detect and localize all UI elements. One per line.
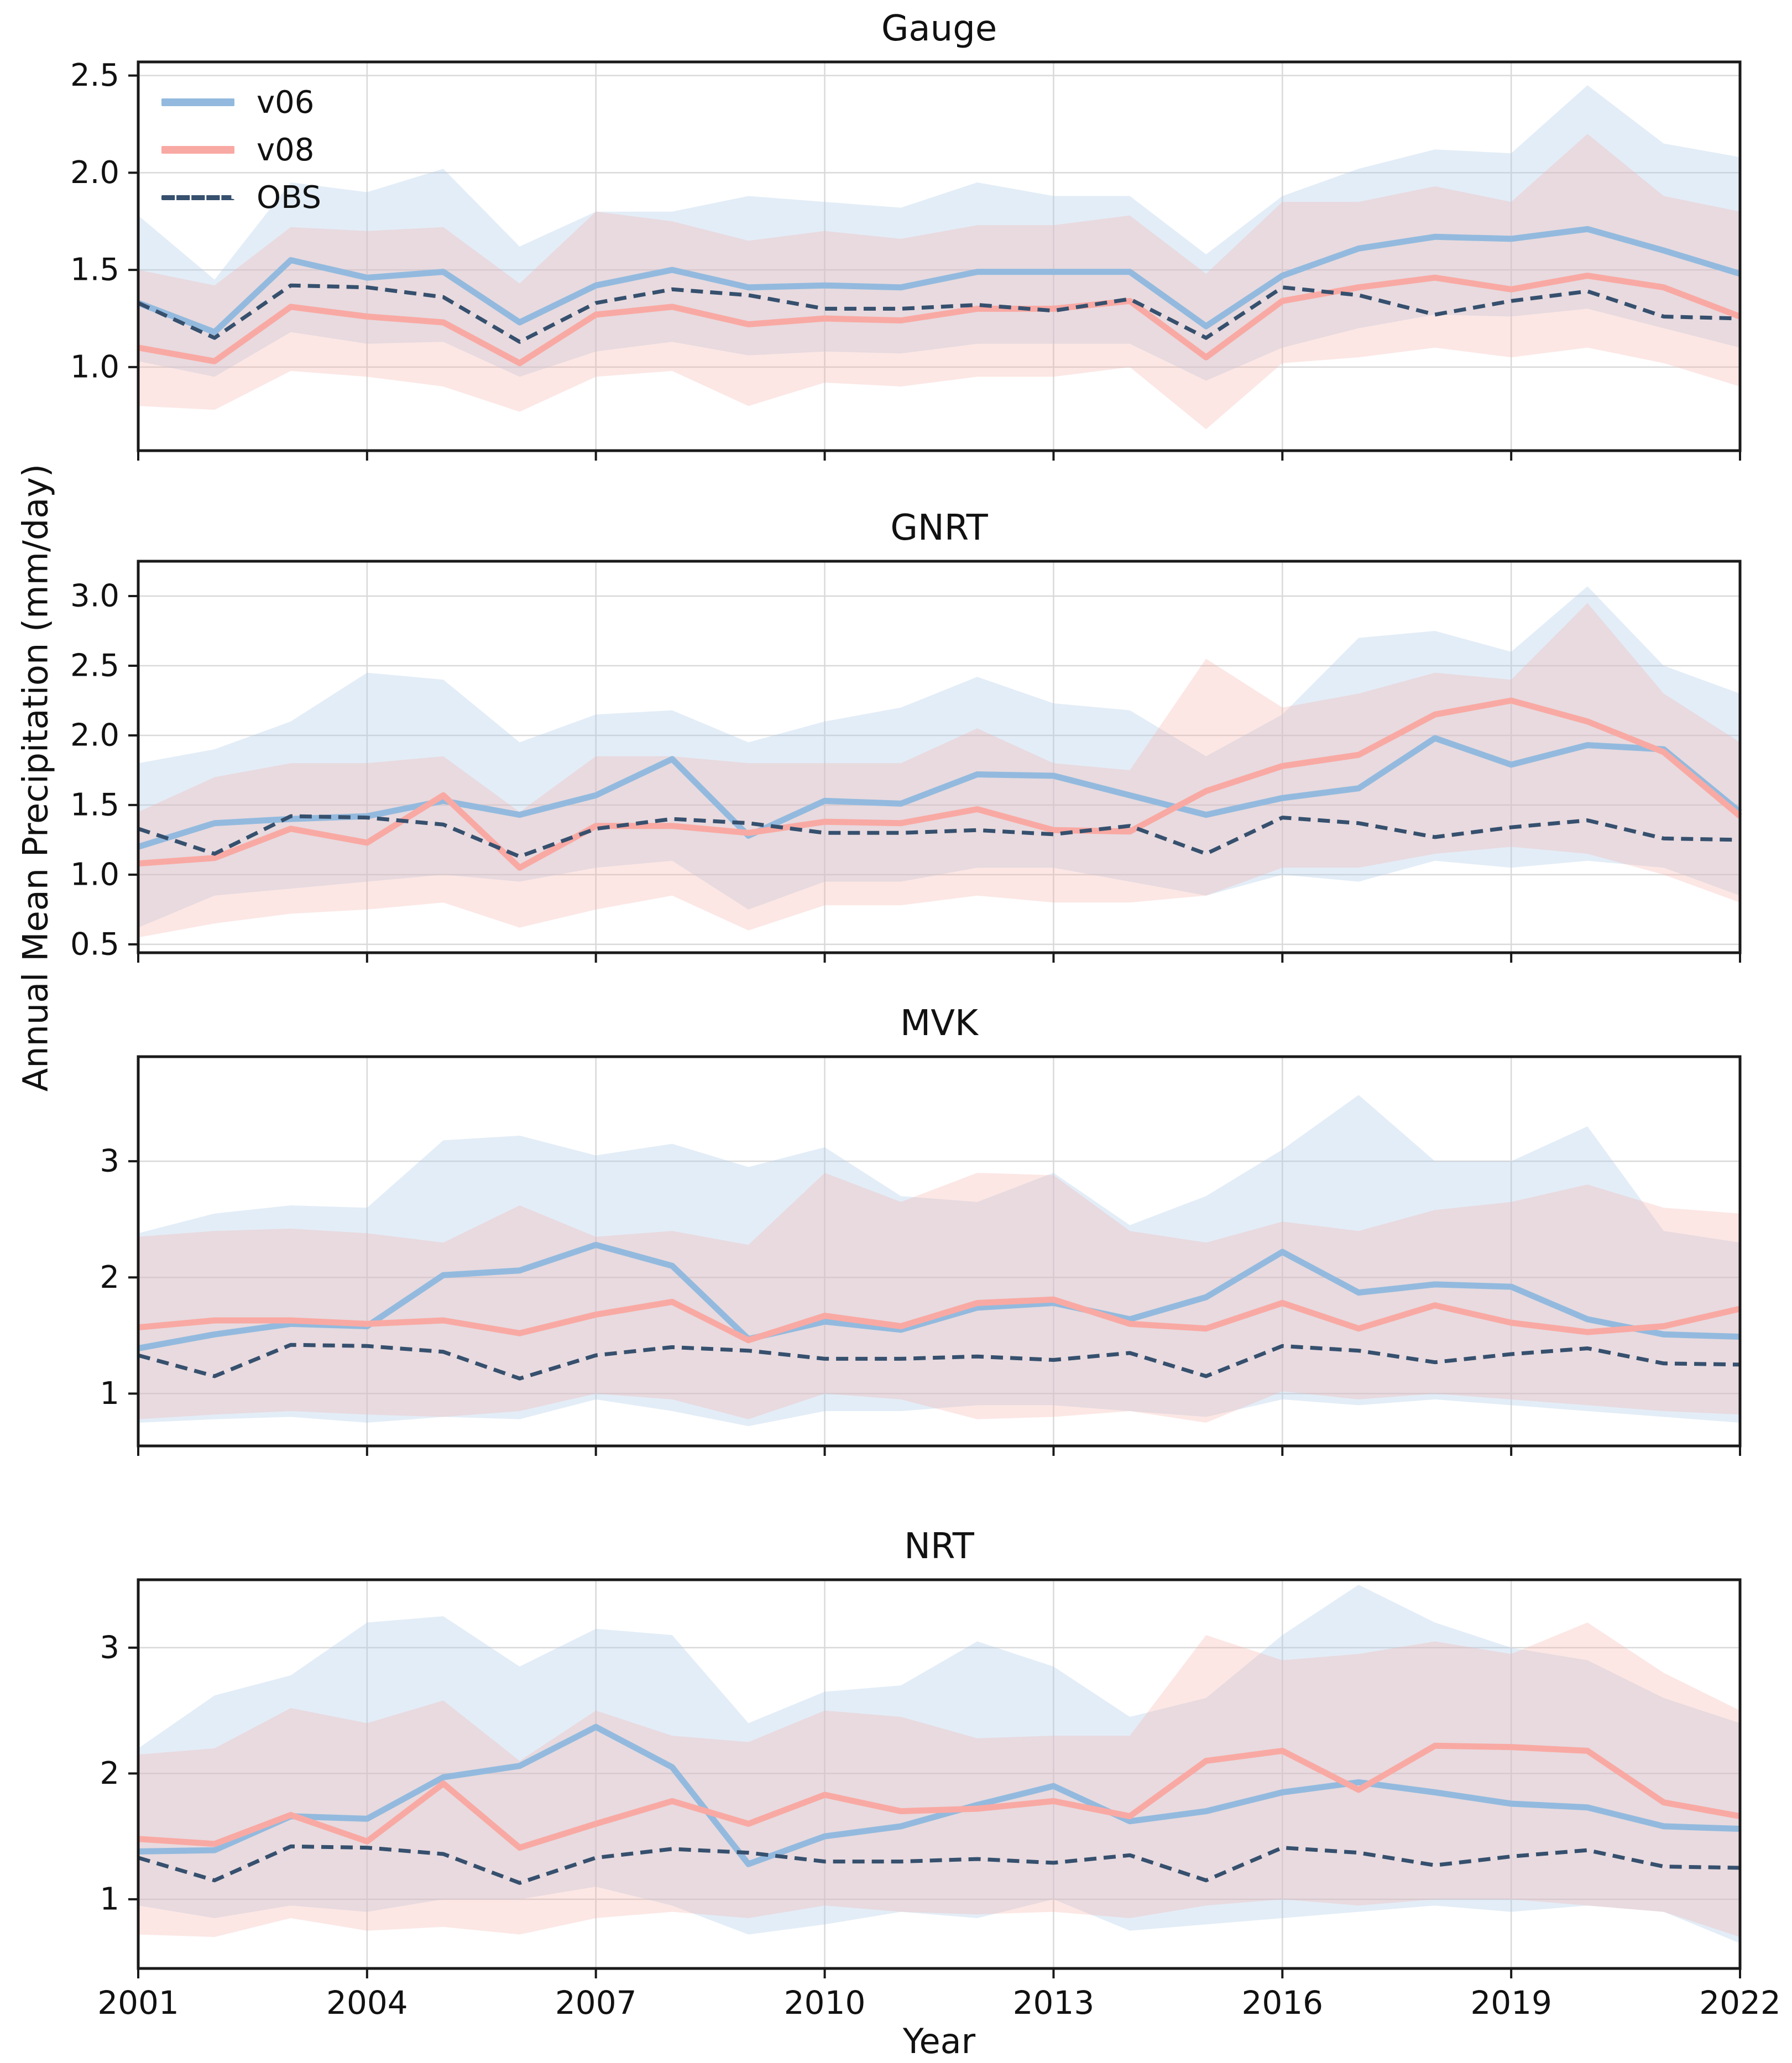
legend: v06 v08 OBS (161, 79, 321, 221)
x-tick-label: 2010 (784, 1984, 866, 2022)
x-tick-label: 2016 (1241, 1984, 1323, 2022)
y-tick-label: 2 (100, 1756, 119, 1792)
v08-band (138, 1173, 1740, 1423)
v08-line (138, 697, 1742, 871)
legend-item-v06: v06 (161, 79, 321, 126)
y-tick-label: 2.0 (70, 155, 119, 191)
obs-line (138, 1844, 1741, 1885)
obs-line (138, 1343, 1741, 1381)
panel-title-gauge: Gauge (881, 8, 997, 49)
x-tick-label: 2007 (555, 1984, 637, 2022)
v06-line (138, 1241, 1741, 1351)
y-tick-label: 2.0 (70, 717, 119, 753)
y-tick-label: 1.0 (70, 856, 119, 892)
y-tick-label: 1.0 (70, 349, 119, 385)
x-tick-label: 2013 (1013, 1984, 1095, 2022)
legend-item-v08: v08 (161, 126, 321, 174)
y-tick-label: 1.5 (70, 252, 119, 288)
y-axis-label: Annual Mean Precipitation (mm/day) (15, 463, 56, 1092)
obs-line (137, 283, 1741, 344)
v08-band (138, 1622, 1740, 1937)
v08-line (138, 273, 1741, 367)
v08-band (138, 603, 1740, 938)
y-tick-label: 3 (100, 1629, 119, 1665)
x-axis-label: Year (902, 2021, 976, 2061)
line-swatch-icon (161, 146, 234, 154)
y-tick-label: 1 (100, 1881, 119, 1917)
y-tick-label: 2 (100, 1260, 119, 1296)
y-tick-label: 1 (100, 1376, 119, 1412)
legend-label: OBS (257, 179, 322, 216)
x-tick-label: 2004 (326, 1984, 408, 2022)
x-tick-label: 2022 (1699, 1984, 1781, 2022)
v06-band (138, 85, 1740, 381)
panel-title-gnrt: GNRT (890, 508, 988, 549)
axes-spine (137, 1055, 1742, 1448)
y-tick-label: 3.0 (70, 578, 119, 614)
y-tick-label: 0.5 (70, 926, 119, 962)
y-tick-label: 2.5 (70, 647, 119, 683)
dashed-line-swatch-icon (161, 195, 234, 200)
v06-band (138, 1585, 1740, 1944)
line-swatch-icon (161, 98, 234, 106)
legend-label: v08 (257, 132, 315, 168)
x-tick-label: 2001 (97, 1984, 179, 2022)
v08-line (138, 1296, 1741, 1344)
v06-line (138, 1723, 1741, 1867)
legend-item-obs: OBS (161, 174, 321, 221)
v06-line (137, 226, 1741, 336)
axes-spine (137, 560, 1742, 954)
panel-title-mvk: MVK (900, 1003, 978, 1044)
y-tick-label: 1.5 (70, 787, 119, 823)
y-tick-label: 3 (100, 1143, 119, 1179)
x-tick-label: 2019 (1470, 1984, 1552, 2022)
v06-line (137, 735, 1742, 850)
panel-title-nrt: NRT (904, 1526, 974, 1567)
y-tick-label: 2.5 (70, 58, 119, 93)
axes-spine (137, 60, 1742, 452)
obs-line (137, 814, 1741, 859)
v06-band (138, 586, 1740, 928)
v08-line (138, 1742, 1741, 1851)
v06-band (138, 1095, 1740, 1427)
legend-label: v06 (257, 84, 315, 121)
